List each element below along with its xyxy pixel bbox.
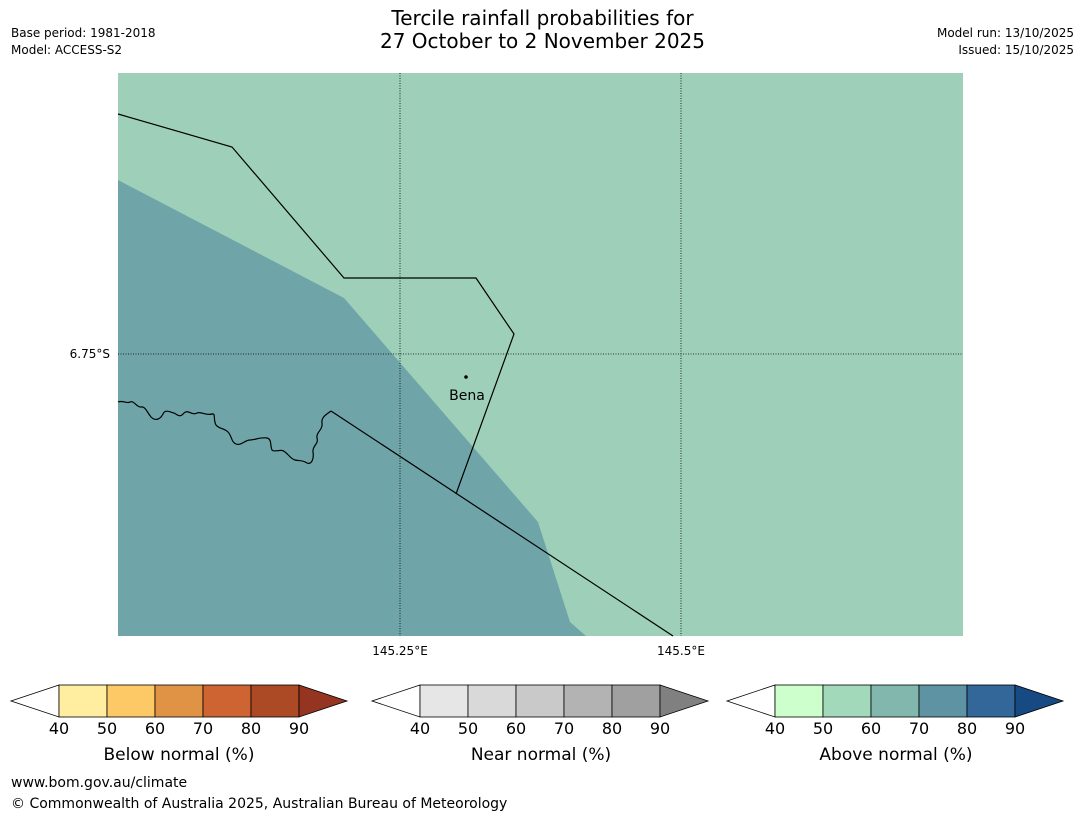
legend-above-segment	[774, 684, 824, 718]
legend-near-tick: 60	[506, 719, 526, 738]
legend-near-segment	[611, 684, 661, 718]
legend-below-segment	[202, 684, 252, 718]
legend-near-segment	[467, 684, 517, 718]
title-line-1: Tercile rainfall probabilities for	[391, 6, 694, 30]
town-marker	[464, 375, 468, 379]
model-text: Model: ACCESS-S2	[11, 43, 123, 57]
header-left-info: Base period: 1981-2018 Model: ACCESS-S2	[11, 25, 156, 59]
legend-near-arrow-right	[659, 684, 710, 718]
legend-below-segment	[250, 684, 300, 718]
header-right-info: Model run: 13/10/2025 Issued: 15/10/2025	[937, 25, 1074, 59]
legend-near-tick: 40	[410, 719, 430, 738]
legend-below-tick: 40	[49, 719, 69, 738]
region-above-60-70	[118, 180, 586, 636]
legend-above-tick: 40	[765, 719, 785, 738]
legend-below-arrow-right	[298, 684, 349, 718]
lat-label: 6.75°S	[70, 347, 110, 361]
district-boundary-south	[330, 410, 674, 637]
model-run-text: Model run: 13/10/2025	[936, 26, 1074, 40]
footer-url: www.bom.gov.au/climate	[11, 775, 188, 791]
legend-title-below: Below normal (%)	[103, 745, 255, 765]
lon-label-145-25: 145.25°E	[372, 644, 428, 658]
legend-above-tick: 90	[1005, 719, 1025, 738]
legend-below-segment	[106, 684, 156, 718]
legend-above-arrow-left	[725, 684, 776, 718]
legend-below-tick: 70	[193, 719, 213, 738]
legend-group: 40 50 60 70 80 90 40 50 60 70 80 90 40 50 60 70 80 90	[9, 684, 1065, 738]
legend-above-tick: 70	[909, 719, 929, 738]
legend-above-segment	[918, 684, 968, 718]
base-period-text: Base period: 1981-2018	[11, 26, 156, 40]
map-title: Tercile rainfall probabilities for 27 Oc…	[0, 7, 1085, 53]
lon-label-145-5: 145.5°E	[657, 644, 705, 658]
legend-title-above: Above normal (%)	[819, 745, 973, 765]
legend-near-tick: 70	[554, 719, 574, 738]
legend-near-arrow-left	[370, 684, 421, 718]
legend-below-tick: 60	[145, 719, 165, 738]
legend-near-tick: 80	[602, 719, 622, 738]
legend-above-segment	[870, 684, 920, 718]
legend-above-arrow-right	[1014, 684, 1065, 718]
issued-text: Issued: 15/10/2025	[958, 43, 1074, 57]
legend-below-arrow-left	[9, 684, 60, 718]
legend-near-segment	[563, 684, 613, 718]
legend-title-near: Near normal (%)	[470, 745, 612, 765]
title-line-2: 27 October to 2 November 2025	[379, 29, 706, 53]
legend-above-tick: 60	[861, 719, 881, 738]
map-panel	[117, 73, 963, 637]
legend-below-segment	[58, 684, 108, 718]
footer-copyright: © Commonwealth of Australia 2025, Austra…	[11, 796, 508, 812]
legend-near-tick: 50	[458, 719, 478, 738]
legend-near-tick: 90	[650, 719, 670, 738]
legend-above-tick: 80	[957, 719, 977, 738]
town-label: Bena	[449, 388, 485, 404]
district-boundary	[117, 113, 515, 495]
legend-near-segment	[515, 684, 565, 718]
legend-below-tick: 80	[241, 719, 261, 738]
legend-below-segment	[154, 684, 204, 718]
legend-above-tick: 50	[813, 719, 833, 738]
legend-above-segment	[822, 684, 872, 718]
legend-above-segment	[966, 684, 1016, 718]
coastline	[117, 400, 332, 464]
legend-below-tick: 50	[97, 719, 117, 738]
legend-below-tick: 90	[289, 719, 309, 738]
legend-near-segment	[419, 684, 469, 718]
